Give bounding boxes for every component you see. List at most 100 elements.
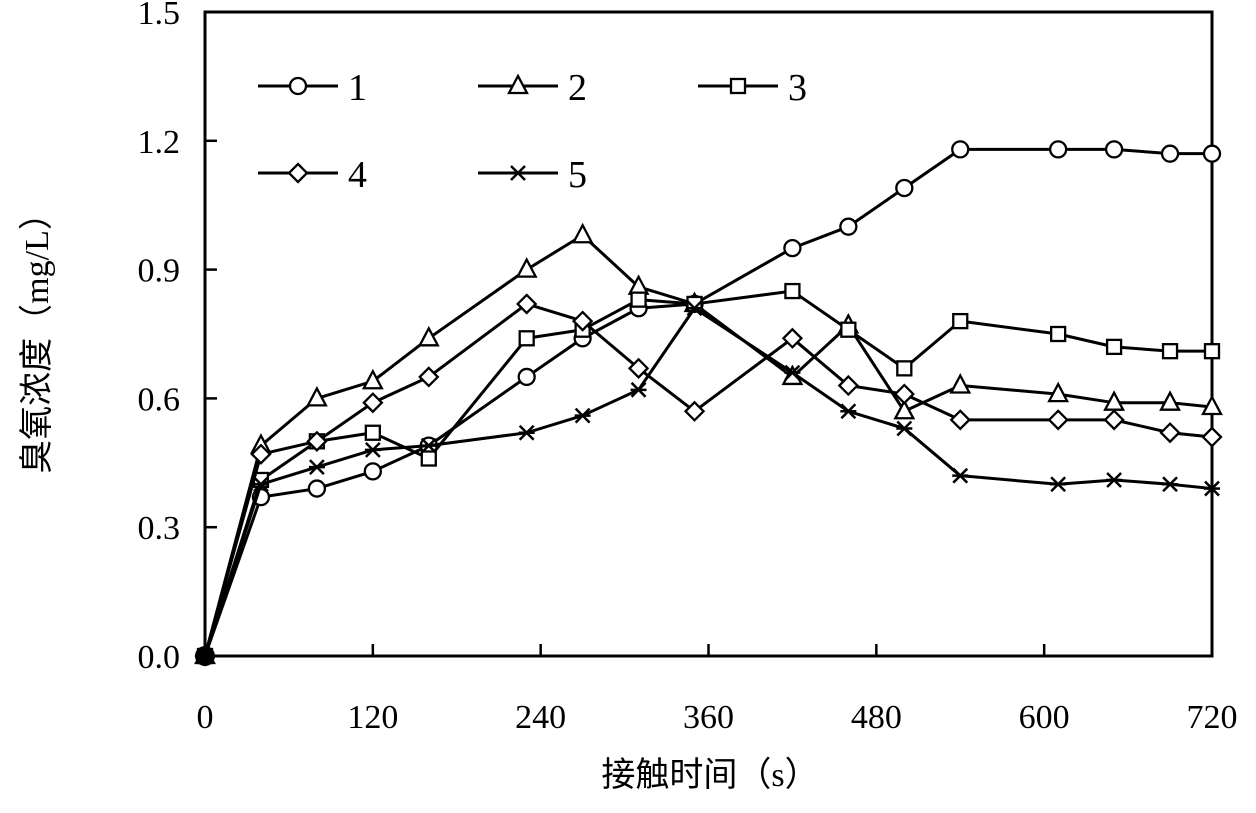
data-point-circle xyxy=(288,76,308,96)
legend: 1 2 3 4 5 xyxy=(258,67,807,196)
y-tick-label: 0.3 xyxy=(138,510,181,547)
legend-item-4: 4 xyxy=(258,154,367,196)
data-point-star xyxy=(1162,476,1179,493)
data-point-circle xyxy=(895,178,914,198)
data-point-diamond xyxy=(362,392,384,414)
data-point-diamond xyxy=(1103,409,1125,431)
data-point-star xyxy=(364,442,381,458)
data-point-star xyxy=(252,476,269,493)
data-point-diamond xyxy=(516,293,538,315)
data-point-diamond xyxy=(683,400,706,422)
y-tick-label: 0.9 xyxy=(138,253,181,290)
legend-label-3: 3 xyxy=(788,67,807,109)
x-tick-label: 600 xyxy=(1019,699,1070,736)
data-point-triangle xyxy=(1159,390,1181,411)
data-point-circle xyxy=(951,140,970,159)
series-4 xyxy=(194,293,1223,667)
data-point-triangle xyxy=(893,398,916,420)
x-tick-label: 0 xyxy=(197,699,214,736)
data-point-star xyxy=(630,381,647,398)
data-point-diamond xyxy=(1159,422,1181,444)
data-point-star xyxy=(1204,480,1220,497)
data-point-star xyxy=(1106,472,1123,488)
legend-item-3: 3 xyxy=(698,67,807,109)
legend-item-1: 1 xyxy=(258,67,367,109)
data-point-square xyxy=(896,360,913,377)
x-axis-label: 接触时间（s） xyxy=(601,756,818,794)
data-point-square xyxy=(952,312,969,330)
x-tick-label: 480 xyxy=(851,699,902,736)
series-layer xyxy=(194,140,1223,667)
data-point-square xyxy=(729,77,747,95)
data-point-triangle xyxy=(949,373,972,394)
data-point-triangle xyxy=(507,73,529,95)
data-point-square xyxy=(1105,338,1123,356)
legend-label-1: 1 xyxy=(348,67,367,109)
data-point-diamond xyxy=(949,409,971,431)
data-point-star xyxy=(510,165,526,181)
data-point-circle xyxy=(1049,140,1068,159)
data-point-diamond xyxy=(306,430,328,452)
data-point-circle xyxy=(307,479,327,498)
legend-item-5: 5 xyxy=(478,154,587,196)
data-point-star xyxy=(1050,476,1067,493)
data-point-star xyxy=(420,437,437,454)
data-point-circle xyxy=(1160,144,1180,163)
data-point-diamond xyxy=(571,310,594,332)
data-point-star xyxy=(952,467,969,484)
data-point-square xyxy=(364,424,381,441)
y-tick-label: 1.2 xyxy=(138,124,181,161)
data-point-circle xyxy=(363,462,382,481)
y-tick-label: 0.0 xyxy=(138,639,181,676)
data-point-diamond xyxy=(893,383,915,405)
data-point-circle xyxy=(839,217,858,236)
data-point-square xyxy=(518,330,535,347)
data-point-star xyxy=(574,407,591,424)
data-point-square xyxy=(630,291,647,308)
data-point-triangle xyxy=(1201,394,1223,416)
axes: 0.0 0.3 0.6 0.9 1.2 1.5 0 120 240 360 480 600 720 xyxy=(138,0,1238,736)
data-point-diamond xyxy=(1201,426,1223,448)
data-point-star xyxy=(896,420,913,437)
x-tick-label: 120 xyxy=(347,699,398,736)
series-5 xyxy=(197,300,1220,664)
data-point-square xyxy=(784,282,801,300)
data-point-circle xyxy=(517,367,536,387)
x-tick-label: 360 xyxy=(683,699,734,736)
data-point-star xyxy=(840,403,857,420)
x-tick-label: 720 xyxy=(1187,699,1238,736)
data-point-circle xyxy=(1202,144,1222,163)
data-point-diamond xyxy=(287,162,309,184)
data-point-star xyxy=(686,300,703,317)
data-point-diamond xyxy=(1047,409,1069,431)
data-point-circle xyxy=(1104,140,1124,159)
data-point-star xyxy=(518,424,535,441)
data-point-star xyxy=(308,459,325,475)
data-point-triangle xyxy=(417,325,440,347)
y-axis-label: 臭氧浓度（mg/L） xyxy=(18,196,56,474)
data-point-triangle xyxy=(361,368,384,390)
y-tick-label: 0.6 xyxy=(138,381,181,418)
data-point-circle xyxy=(783,238,802,258)
data-point-square xyxy=(1203,343,1221,360)
data-point-diamond xyxy=(781,327,804,349)
data-point-diamond xyxy=(627,357,650,379)
data-point-triangle xyxy=(515,257,538,278)
data-point-square xyxy=(1050,325,1067,343)
x-tick-label: 240 xyxy=(515,699,566,736)
data-point-diamond xyxy=(837,374,859,397)
data-point-diamond xyxy=(250,443,272,465)
data-point-triangle xyxy=(305,385,328,407)
legend-label-4: 4 xyxy=(348,154,367,196)
legend-label-5: 5 xyxy=(568,154,587,196)
data-point-triangle xyxy=(1047,381,1070,403)
data-point-star xyxy=(784,364,801,381)
data-point-triangle xyxy=(571,222,594,244)
y-tick-label: 1.5 xyxy=(138,0,181,32)
data-point-square xyxy=(420,450,437,467)
data-point-diamond xyxy=(418,366,440,388)
data-point-square xyxy=(1161,343,1179,360)
data-point-square xyxy=(840,321,857,338)
